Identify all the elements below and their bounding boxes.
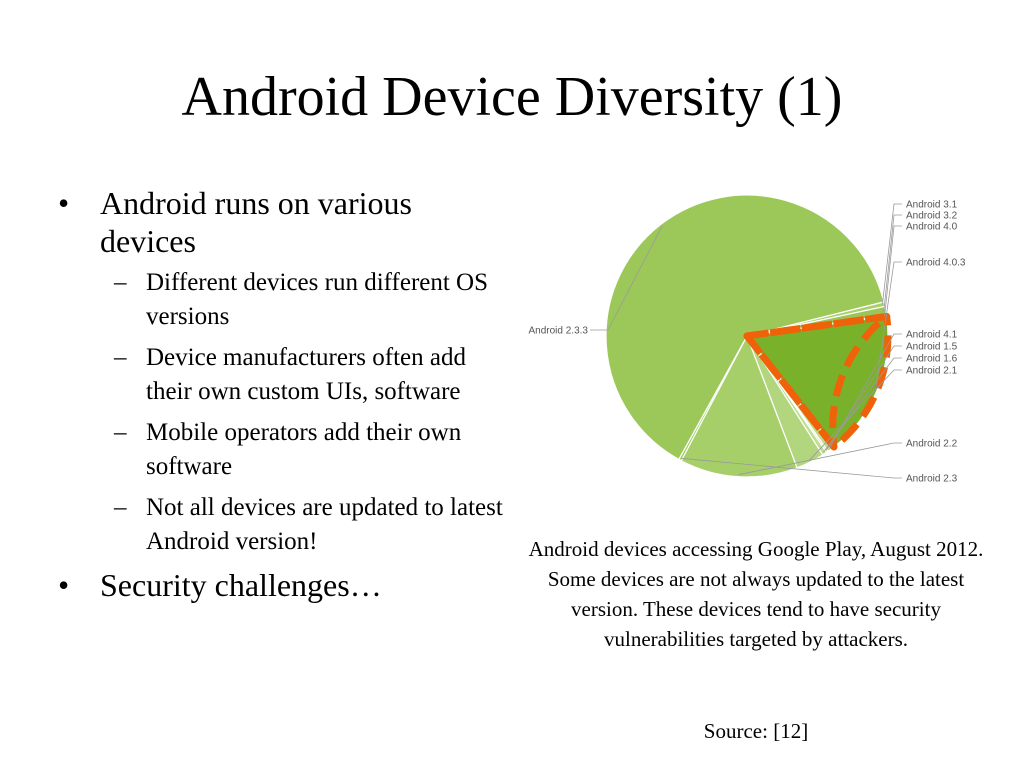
slice-label: Android 2.2 <box>906 439 958 450</box>
leader-line <box>590 225 663 331</box>
sub-bullet-text: Device manufacturers often add their own… <box>146 344 466 405</box>
leader-line <box>823 357 902 453</box>
sub-bullet-text: Mobile operators add their own software <box>146 419 462 480</box>
bullet-text: Security challenges… <box>100 567 382 603</box>
leader-line <box>882 203 902 305</box>
leader-line <box>680 457 902 479</box>
highlight-outline <box>743 312 891 451</box>
highlight-outline <box>743 312 892 451</box>
sub-bullet-text: Not all devices are updated to latest An… <box>146 494 503 555</box>
sub-bullet-item: – Not all devices are updated to latest … <box>100 491 508 559</box>
sub-bullet-marker: – <box>114 269 127 296</box>
slice-label: Android 2.3.3 <box>529 326 589 337</box>
leader-line <box>809 369 902 461</box>
slice-label: Android 1.6 <box>906 354 958 365</box>
slice-label: Android 3.1 <box>906 200 958 211</box>
sub-bullet-text: Different devices run different OS versi… <box>146 269 489 330</box>
sub-bullet-item: – Device manufacturers often add their o… <box>100 341 508 409</box>
bullet-list: • Android runs on various devices – Diff… <box>58 184 508 604</box>
slice-label: Android 4.0 <box>906 222 958 233</box>
leader-line <box>829 333 902 448</box>
slice-label: Android 3.2 <box>906 211 958 222</box>
sub-bullet-marker: – <box>114 344 127 371</box>
chart-caption: Android devices accessing Google Play, A… <box>528 537 984 651</box>
slice-label: Android 1.5 <box>906 342 958 353</box>
pie-slice <box>680 334 798 478</box>
leader-line <box>825 345 902 451</box>
sub-bullet-list: – Different devices run different OS ver… <box>100 266 508 559</box>
bullet-marker: • <box>58 567 70 603</box>
bullet-item: • Security challenges… <box>58 566 508 604</box>
sub-bullet-item: – Different devices run different OS ver… <box>100 266 508 334</box>
sub-bullet-marker: – <box>114 419 127 446</box>
bullet-item: • Android runs on various devices – Diff… <box>58 184 508 559</box>
bullet-marker: • <box>58 185 70 221</box>
sub-bullet-marker: – <box>114 494 127 521</box>
bullet-text: Android runs on various devices <box>100 185 412 259</box>
source-citation: Source: [12] <box>703 719 809 743</box>
slice-label: Android 4.1 <box>906 330 958 341</box>
slice-label: Android 2.3 <box>906 474 958 485</box>
slice-label: Android 4.0.3 <box>906 258 966 269</box>
leader-line <box>738 442 902 476</box>
pie-slice <box>605 194 885 461</box>
pie-chart: Android 3.1 Android 3.2 Android 4.0 Android… <box>518 180 988 500</box>
leader-line <box>875 261 902 389</box>
leader-line <box>884 225 902 317</box>
slide-title: Android Device Diversity (1) <box>181 66 843 128</box>
leader-line <box>883 214 902 312</box>
slice-label: Android 2.1 <box>906 366 958 377</box>
sub-bullet-item: – Mobile operators add their own softwar… <box>100 416 508 484</box>
